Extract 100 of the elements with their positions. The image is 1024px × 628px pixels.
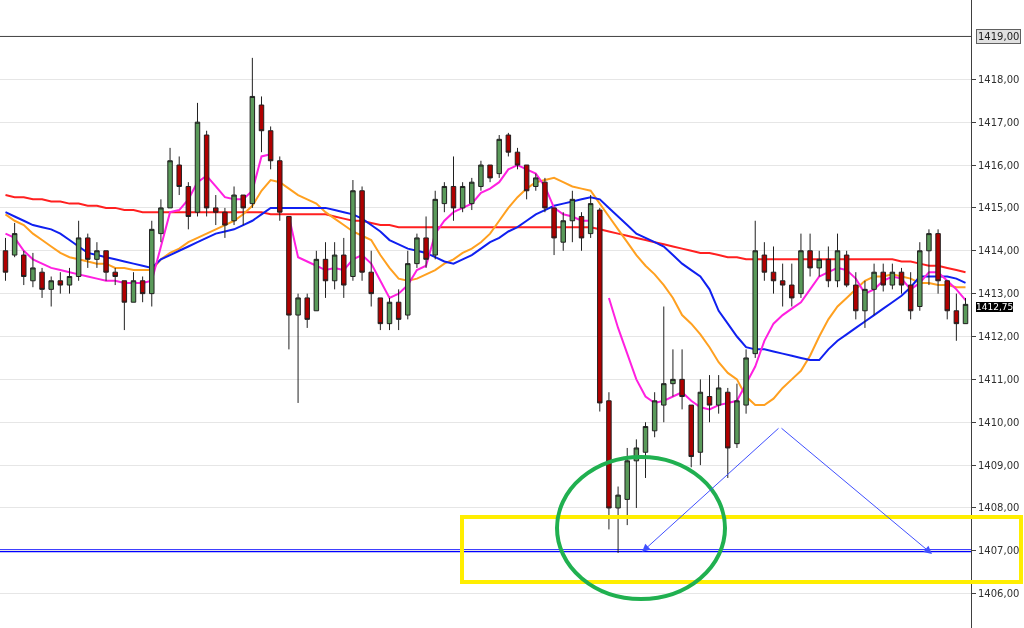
- candlestick: [222, 207, 228, 239]
- candlestick: [158, 198, 164, 243]
- candlestick: [679, 348, 685, 410]
- y-tick-label: 1415,00: [978, 202, 1020, 214]
- candlestick: [651, 391, 658, 438]
- candlestick: [377, 297, 384, 331]
- candlestick: [761, 241, 768, 282]
- candlestick: [496, 134, 502, 179]
- candlestick: [331, 241, 338, 290]
- candlestick: [469, 177, 475, 211]
- y-tick-label: 1410,00: [978, 416, 1020, 428]
- candlestick: [94, 241, 100, 269]
- candlestick: [743, 348, 749, 415]
- candlestick: [606, 391, 612, 530]
- candlestick: [313, 250, 320, 312]
- candlestick: [213, 194, 219, 226]
- candlestick: [688, 404, 694, 468]
- y-tick-label: 1409,00: [978, 459, 1020, 471]
- candlestick: [487, 164, 493, 183]
- candlestick: [121, 280, 128, 331]
- candlestick: [286, 215, 292, 350]
- candlestick: [450, 155, 457, 222]
- candlestick: [642, 421, 649, 479]
- candlestick: [112, 267, 118, 286]
- candlestick: [889, 263, 896, 290]
- candlestick: [48, 275, 54, 307]
- candlestick: [386, 297, 393, 331]
- y-tick-label: 1413,00: [978, 288, 1020, 300]
- candlestick: [898, 267, 905, 295]
- text: 1412,75: [976, 302, 1014, 312]
- candlestick: [350, 179, 356, 282]
- candlestick: [615, 486, 621, 554]
- candlestick: [75, 220, 82, 282]
- candlestick: [231, 185, 237, 226]
- candlestick: [523, 164, 530, 200]
- candlestick: [139, 275, 146, 303]
- candlestick: [341, 237, 347, 299]
- candlestick: [39, 267, 45, 299]
- candlestick: [880, 263, 886, 292]
- candlestick: [85, 233, 91, 269]
- candlestick: [752, 220, 758, 359]
- candlestick: [661, 306, 667, 423]
- candlestick: [816, 250, 822, 277]
- candlestick: [725, 387, 731, 479]
- candlestick: [11, 222, 18, 258]
- candlestick: [258, 95, 265, 153]
- candlestick: [185, 181, 192, 230]
- candlestick: [405, 250, 411, 320]
- candlestick: [30, 252, 36, 288]
- y-tick-label: 1408,00: [978, 502, 1020, 514]
- candlestick: [57, 271, 64, 295]
- candlestick: [149, 220, 155, 307]
- candlestick: [304, 293, 310, 329]
- y-tick-label: 1416,00: [978, 159, 1020, 171]
- candlestick: [423, 215, 429, 269]
- candlestick: [944, 280, 950, 320]
- candlestick: [368, 250, 374, 307]
- candlestick: [432, 190, 438, 260]
- candlestick: [277, 155, 283, 222]
- y-tick-label: 1418,00: [978, 73, 1020, 85]
- y-tick-label: 1412,00: [978, 331, 1020, 343]
- candlestick: [395, 288, 402, 331]
- candlestick: [670, 348, 676, 398]
- candlestick: [706, 374, 713, 423]
- candlestick: [359, 185, 365, 282]
- candlestick: [203, 130, 210, 217]
- candlestick: [962, 297, 969, 325]
- line-series: [4, 196, 967, 362]
- candlestick: [176, 155, 182, 196]
- candlestick: [715, 374, 722, 415]
- candlestick: [478, 160, 484, 192]
- candlestick: [697, 378, 704, 466]
- candlestick: [853, 271, 859, 320]
- y-tick-label: 1417,00: [978, 116, 1020, 128]
- candlestick: [779, 263, 786, 307]
- candlestick: [130, 271, 137, 303]
- candlestick: [167, 147, 173, 209]
- candlestick: [587, 194, 594, 239]
- candlestick: [807, 233, 813, 277]
- candlestick: [194, 102, 201, 217]
- candlestick: [21, 250, 27, 286]
- candlestick: [935, 228, 941, 295]
- candlestick: [2, 237, 9, 282]
- candlestick: [825, 245, 832, 288]
- candlestick: [862, 280, 868, 329]
- candlestick: [103, 250, 109, 282]
- candlestick: [505, 132, 512, 157]
- candlestick: [843, 250, 850, 288]
- candlestick: [267, 125, 274, 170]
- y-tick-label: 1407,00: [978, 545, 1020, 557]
- candlestick: [441, 181, 448, 213]
- candlestick: [240, 194, 246, 226]
- candlestick: [542, 177, 548, 213]
- candlestick: [249, 57, 256, 209]
- candlestick: [798, 233, 804, 299]
- candlestick: [734, 383, 740, 449]
- candlestick: [871, 263, 877, 316]
- candlestick: [560, 211, 566, 252]
- candlestick: [789, 263, 795, 307]
- candlestick: [597, 207, 603, 413]
